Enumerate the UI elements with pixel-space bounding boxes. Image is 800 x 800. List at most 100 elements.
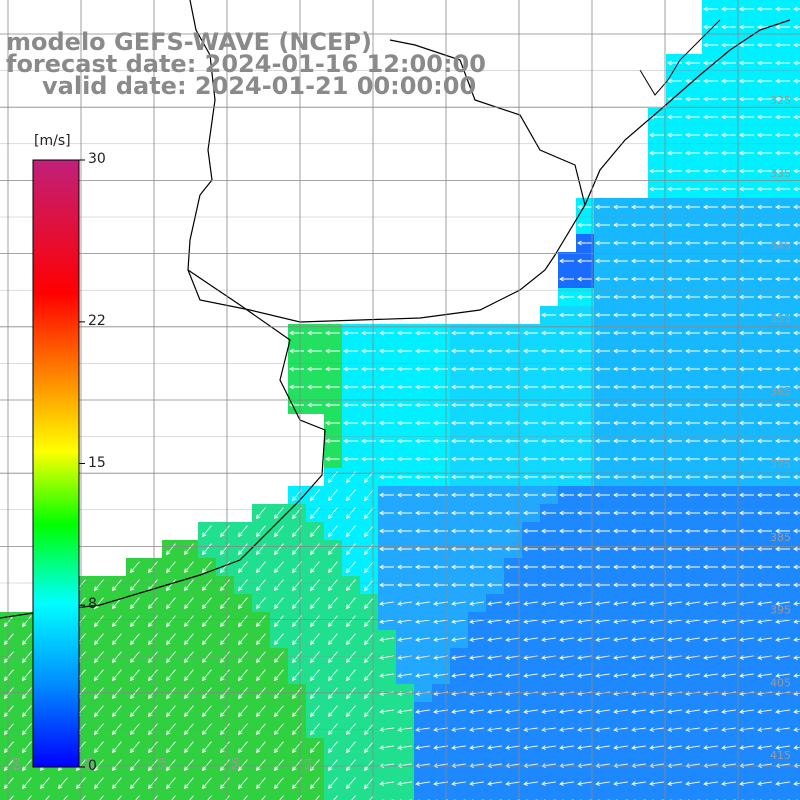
wind-arrow (685, 528, 700, 534)
wind-arrow (351, 795, 356, 800)
wind-arrow (649, 546, 664, 552)
wind-arrow (523, 781, 538, 786)
wind-arrow (541, 564, 556, 570)
wind-arrow (613, 564, 628, 570)
wind-arrow (667, 168, 682, 174)
wind-arrow (739, 276, 754, 282)
wind-cell (756, 792, 774, 800)
wind-arrow (775, 474, 790, 480)
wind-arrow (739, 24, 754, 30)
wind-arrow (649, 366, 664, 372)
wind-arrow (757, 150, 772, 156)
wind-arrow (343, 384, 358, 390)
wind-arrow (667, 402, 682, 408)
wind-arrow (451, 384, 466, 390)
wind-arrow (343, 420, 358, 426)
wind-arrow (237, 651, 248, 664)
wind-arrow (631, 637, 646, 642)
wind-arrow (739, 781, 754, 786)
wind-arrow (345, 633, 356, 646)
wind-arrow (757, 709, 772, 714)
wind-arrow (793, 582, 800, 588)
wind-arrow (685, 637, 700, 642)
wind-arrow (613, 781, 628, 786)
wind-arrow (255, 561, 266, 574)
wind-arrow (505, 781, 520, 786)
wind-arrow (577, 204, 592, 210)
wind-arrow (577, 564, 592, 570)
wind-arrow (703, 438, 718, 444)
wind-arrow (775, 312, 790, 318)
wind-arrow (111, 579, 122, 592)
wind-arrow (273, 759, 284, 772)
wind-arrow (309, 741, 320, 754)
longitude-labels: 69 60 58 56 54 (12, 757, 315, 770)
wind-arrow (613, 438, 628, 444)
wind-arrow (345, 597, 356, 610)
wind-arrow (721, 528, 736, 534)
wind-arrow (667, 727, 682, 732)
latitude-label: 405 (770, 676, 791, 689)
wind-arrow (469, 420, 484, 426)
wind-arrow (219, 561, 230, 574)
wind-arrow (685, 456, 700, 462)
wind-arrow (739, 727, 754, 732)
wind-arrow (595, 582, 610, 588)
wind-arrow (415, 709, 430, 714)
wind-arrow (487, 546, 502, 552)
wind-arrow (793, 78, 800, 84)
wind-arrow (775, 492, 790, 498)
wind-arrow (775, 42, 790, 48)
wind-arrow (345, 669, 356, 682)
wind-arrow (469, 474, 484, 480)
wind-arrow (793, 168, 800, 174)
wind-arrow (721, 78, 736, 84)
wind-arrow (613, 582, 628, 588)
wind-arrow (309, 651, 320, 664)
wind-arrow (487, 510, 502, 516)
wind-arrow (39, 777, 50, 790)
wind-arrow (775, 582, 790, 588)
wind-arrow (273, 777, 284, 790)
wind-arrow (165, 597, 176, 610)
wind-arrow (703, 510, 718, 516)
wind-arrow (129, 705, 140, 718)
wind-arrow (21, 723, 32, 736)
wind-arrow (307, 330, 322, 336)
wind-arrow (667, 438, 682, 444)
wind-arrow (667, 150, 682, 156)
wind-arrow (505, 637, 520, 642)
wind-arrow (451, 709, 466, 714)
wind-arrow (219, 525, 230, 538)
wind-direction-arrows (3, 6, 800, 800)
wind-arrow (739, 582, 754, 588)
wind-arrow (721, 348, 736, 354)
colorbar-tick-label: 8 (88, 596, 97, 613)
wind-arrow (93, 633, 104, 646)
wind-arrow (757, 564, 772, 570)
wind-arrow (487, 528, 502, 534)
wind-arrow (613, 348, 628, 354)
wind-arrow (289, 330, 304, 336)
wind-arrow (361, 402, 376, 408)
wind-arrow (541, 366, 556, 372)
wind-arrow (415, 366, 430, 372)
wind-arrow (685, 402, 700, 408)
wind-arrow (739, 42, 754, 48)
wind-arrow (613, 240, 628, 246)
wind-arrow (793, 24, 800, 30)
wind-arrow (451, 528, 466, 534)
latitude-label: 395 (770, 604, 791, 617)
wind-arrow (595, 474, 610, 480)
wind-arrow (793, 114, 800, 120)
wind-arrow (469, 384, 484, 390)
wind-arrow (219, 777, 230, 790)
wind-arrow (559, 492, 574, 498)
wind-arrow (649, 240, 664, 246)
wind-arrow (93, 777, 104, 790)
wind-arrow (775, 258, 790, 264)
wind-arrow (469, 564, 484, 570)
wind-arrow (613, 601, 628, 606)
wind-arrow (703, 6, 718, 12)
wind-arrow (703, 474, 718, 480)
